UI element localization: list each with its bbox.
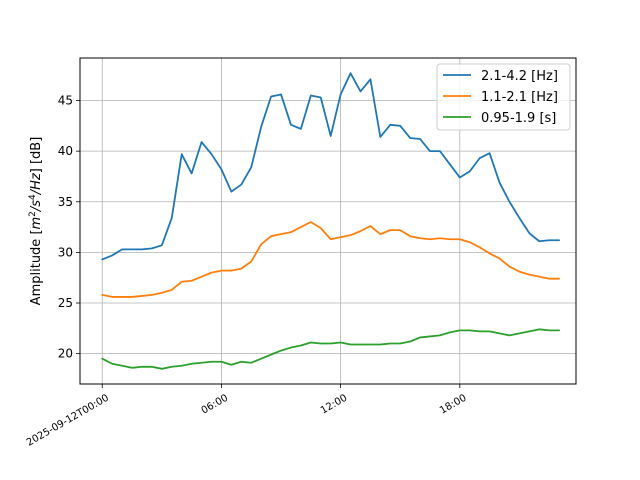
- y-tick-label: 20: [58, 347, 73, 361]
- series-line-1: [101, 72, 561, 261]
- legend-box: [436, 63, 571, 131]
- y-tick-label: 45: [58, 94, 73, 108]
- y-label-sup2: 2: [28, 211, 38, 217]
- legend-label-2: 1.1-2.1 [Hz]: [481, 90, 558, 105]
- y-tick-label: 35: [58, 195, 73, 209]
- y-tick-label: 40: [58, 144, 73, 158]
- plot-area-frame: [79, 57, 577, 385]
- y-axis-label: Amplitude [m2/s4/Hz] [dB]: [28, 137, 44, 306]
- legend-label-1: 2.1-4.2 [Hz]: [481, 69, 558, 84]
- y-label-sup4: 4: [28, 194, 38, 200]
- y-tick-label: 30: [58, 245, 73, 259]
- y-label-s: /s: [29, 200, 44, 212]
- series-line-3: [101, 328, 561, 370]
- y-label-suffix: ] [dB]: [29, 137, 44, 174]
- series-layer: [101, 72, 561, 370]
- y-label-hz: /Hz: [29, 172, 44, 195]
- series-line-2: [101, 221, 561, 298]
- y-label-prefix: Amplitude [: [29, 229, 44, 305]
- y-tick-label: 25: [58, 296, 73, 310]
- y-label-m: m: [29, 217, 44, 230]
- legend: 2.1-4.2 [Hz] 1.1-2.1 [Hz] 0.95-1.9 [s]: [436, 63, 571, 131]
- legend-label-3: 0.95-1.9 [s]: [481, 111, 556, 126]
